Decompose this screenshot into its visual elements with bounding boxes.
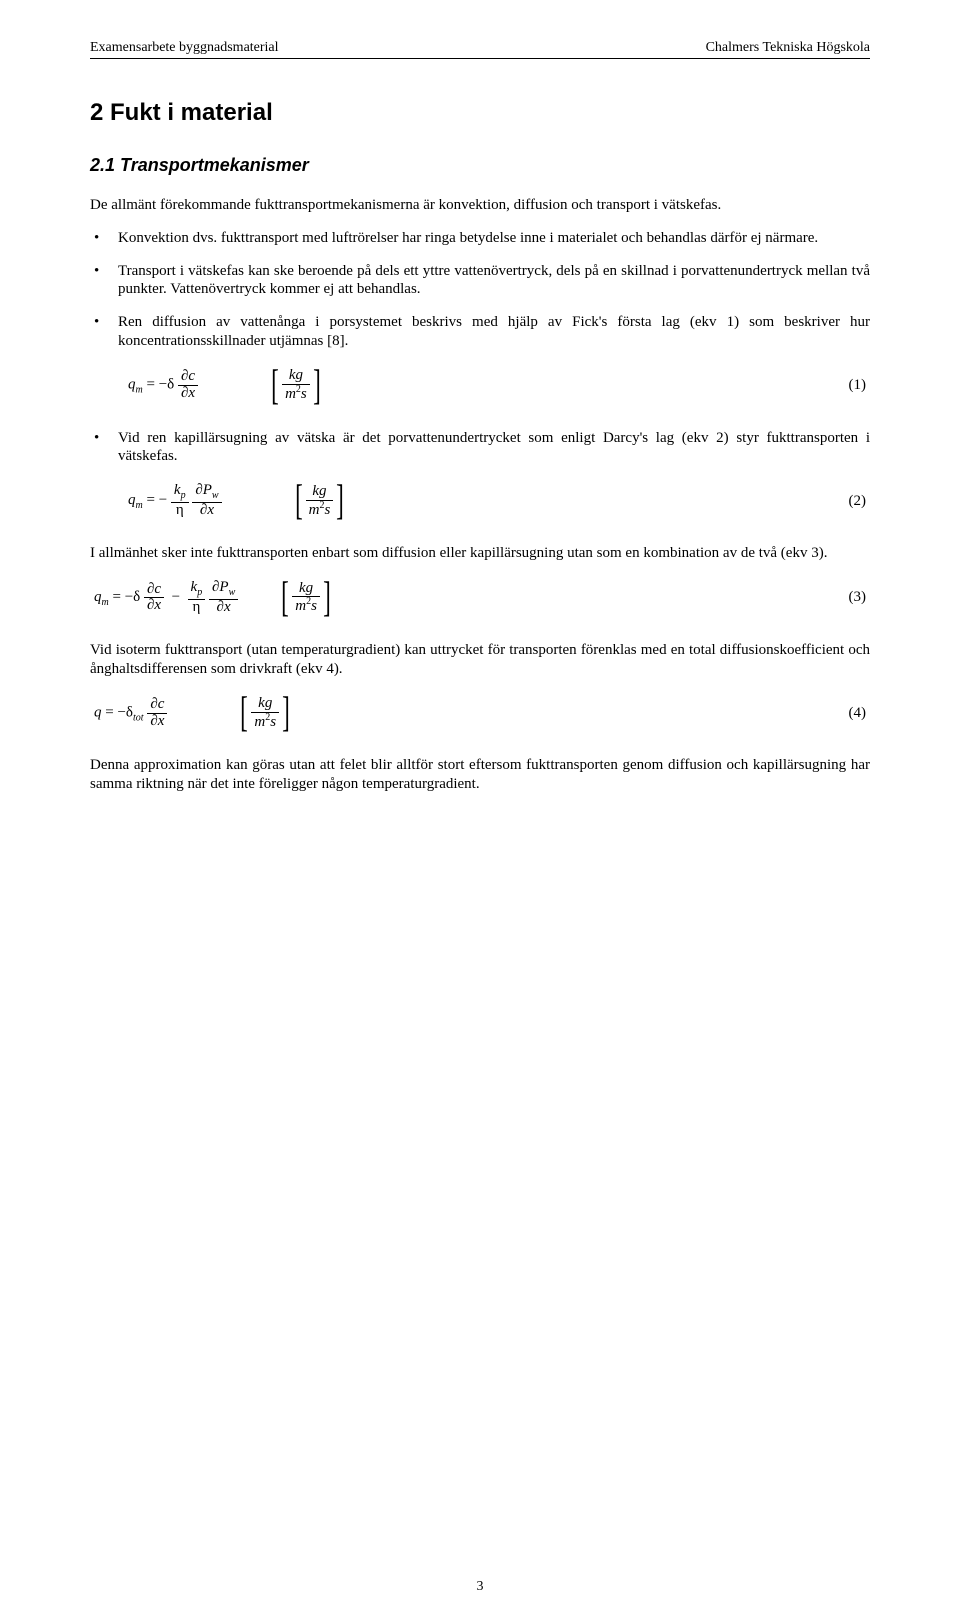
equation-number: (4)	[849, 705, 871, 722]
subsection-heading: 2.1 Transportmekanismer	[90, 155, 870, 176]
equation-number: (1)	[849, 377, 871, 394]
equation-unit: [ kg m2s ]	[222, 480, 348, 522]
equation-unit: [ kg m2s ]	[198, 365, 324, 407]
list-item: Konvektion dvs. fukttransport med luftrö…	[90, 229, 870, 248]
equation-4: q = −δtot ∂c ∂x [ kg m2s ] (4)	[90, 692, 870, 734]
equation-2: qm = − kp η ∂Pw ∂x [ kg m2s ] (2)	[90, 480, 870, 522]
header-right: Chalmers Tekniska Högskola	[706, 40, 870, 56]
page-number: 3	[0, 1579, 960, 1595]
equation-unit: [ kg m2s ]	[238, 577, 334, 619]
equation-expression: q = −δtot ∂c ∂x	[90, 697, 167, 730]
list-item: Transport i vätskefas kan ske beroende p…	[90, 262, 870, 300]
paragraph: Vid isoterm fukttransport (utan temperat…	[90, 641, 870, 679]
paragraph: Denna approximation kan göras utan att f…	[90, 756, 870, 794]
equation-number: (3)	[849, 589, 871, 606]
paragraph: I allmänhet sker inte fukttransporten en…	[90, 544, 870, 563]
page-header: Examensarbete byggnadsmaterial Chalmers …	[90, 40, 870, 59]
bullet-list-1: Konvektion dvs. fukttransport med luftrö…	[90, 229, 870, 351]
equation-unit: [ kg m2s ]	[167, 692, 293, 734]
section-heading: 2 Fukt i material	[90, 99, 870, 127]
equation-expression: qm = −δ ∂c ∂x	[90, 369, 198, 402]
equation-expression: qm = −δ ∂c ∂x − kp η ∂Pw ∂x	[90, 580, 238, 615]
bullet-list-2: Vid ren kapillärsugning av vätska är det…	[90, 429, 870, 467]
list-item: Vid ren kapillärsugning av vätska är det…	[90, 429, 870, 467]
equation-3: qm = −δ ∂c ∂x − kp η ∂Pw ∂x [ kg m2s	[90, 577, 870, 619]
equation-1: qm = −δ ∂c ∂x [ kg m2s ] (1)	[90, 365, 870, 407]
list-item: Ren diffusion av vattenånga i porsysteme…	[90, 313, 870, 351]
page: Examensarbete byggnadsmaterial Chalmers …	[0, 0, 960, 1621]
header-left: Examensarbete byggnadsmaterial	[90, 40, 279, 56]
equation-expression: qm = − kp η ∂Pw ∂x	[90, 483, 222, 518]
equation-number: (2)	[849, 493, 871, 510]
intro-paragraph: De allmänt förekommande fukttransportmek…	[90, 196, 870, 215]
